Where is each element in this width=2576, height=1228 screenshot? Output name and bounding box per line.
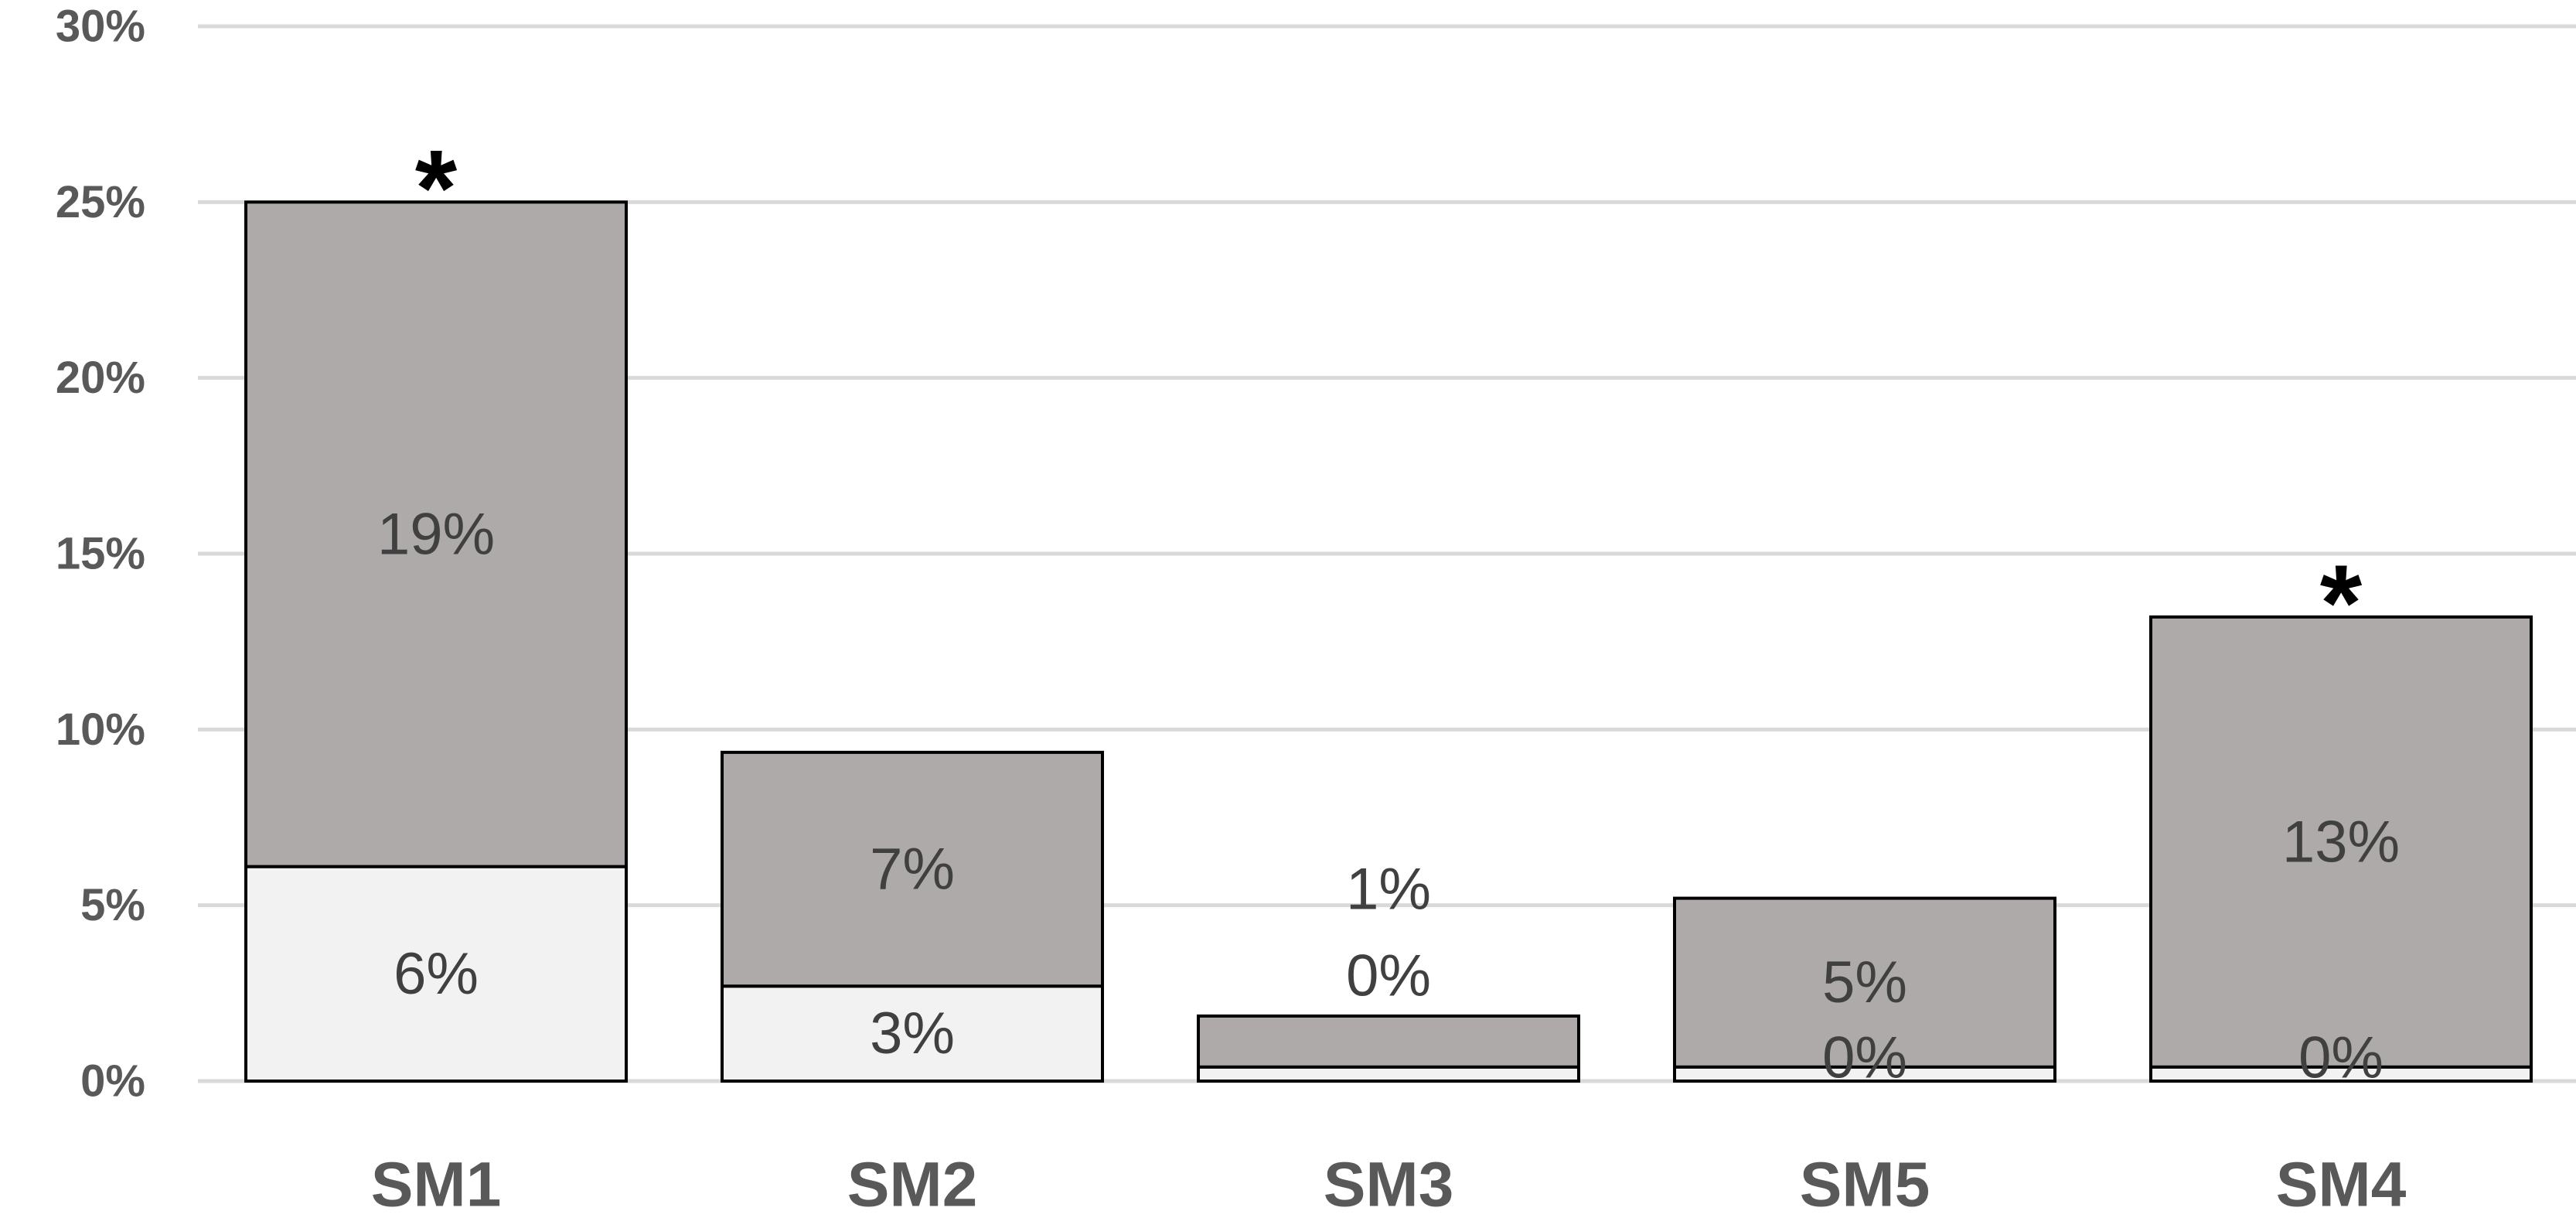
x-axis-category-labels: SM1 SM2 SM3 SM5 SM4 — [371, 1150, 2407, 1220]
significance-asterisk: * — [2320, 542, 2363, 663]
significance-annotations: ** — [415, 127, 2363, 663]
data-labels: 6% 19% 3% 7% 0% 1% 0% 5% 0% 13% — [377, 501, 2400, 1090]
bar-segment — [721, 750, 1104, 988]
data-label: 19% — [377, 501, 495, 567]
data-label: 3% — [870, 1001, 955, 1066]
data-label: 0% — [1822, 1025, 1907, 1091]
y-tick-label: 5% — [80, 880, 145, 930]
category-label: SM3 — [1324, 1150, 1454, 1220]
bar-segment — [721, 984, 1104, 1083]
category-label: SM5 — [1800, 1150, 1930, 1220]
data-label: 6% — [394, 941, 479, 1007]
data-label: 0% — [2298, 1025, 2383, 1091]
y-tick-label: 25% — [56, 177, 145, 227]
bars — [244, 200, 2533, 1083]
bar-segment — [1197, 1065, 1580, 1083]
bar-segment — [1197, 1014, 1580, 1069]
bar-segment — [1673, 896, 2056, 1069]
y-axis-tick-labels: 0% 5% 10% 15% 20% 25% 30% — [56, 2, 145, 1107]
data-label: 7% — [870, 837, 955, 902]
y-tick-label: 20% — [56, 353, 145, 403]
y-tick-label: 0% — [80, 1056, 145, 1107]
significance-asterisk: * — [415, 127, 458, 248]
bar-segment — [244, 865, 628, 1083]
y-tick-label: 30% — [56, 2, 145, 52]
category-label: SM4 — [2276, 1150, 2407, 1220]
data-label: 13% — [2282, 809, 2400, 875]
y-tick-label: 10% — [56, 704, 145, 755]
y-tick-label: 15% — [56, 529, 145, 579]
bar-segment — [2149, 615, 2533, 1069]
data-label: 1% — [1346, 856, 1431, 922]
category-label: SM2 — [847, 1150, 978, 1220]
data-label: 5% — [1822, 950, 1907, 1015]
bar-segment — [244, 200, 628, 868]
data-label: 0% — [1346, 943, 1431, 1008]
category-label: SM1 — [371, 1150, 502, 1220]
